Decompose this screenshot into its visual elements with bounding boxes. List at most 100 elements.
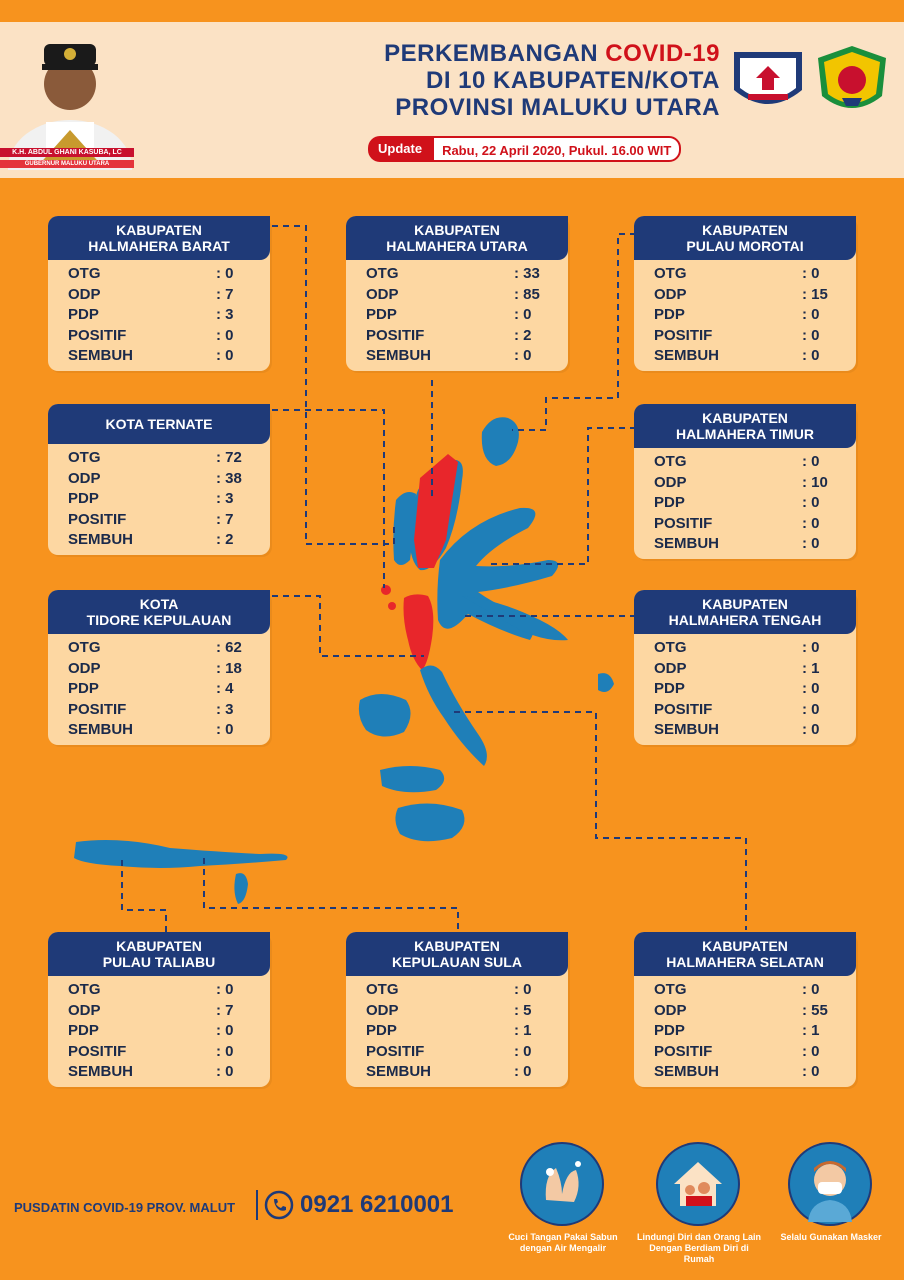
stat-label: SEMBUH bbox=[68, 1063, 134, 1080]
region-card-header: KABUPATEN PULAU TALIABU bbox=[48, 932, 270, 976]
stat-value: : 4 bbox=[216, 680, 234, 697]
handwash-icon bbox=[520, 1142, 604, 1226]
stat-row-otg: OTG: 0 bbox=[654, 264, 842, 285]
header-top-strip bbox=[0, 0, 904, 22]
stat-label: SEMBUH bbox=[68, 347, 134, 364]
stat-row-otg: OTG : 72 bbox=[68, 448, 256, 469]
stat-value: : 0 bbox=[802, 1063, 820, 1080]
stat-value: : 0 bbox=[802, 306, 820, 323]
stat-label: POSITIF bbox=[68, 326, 127, 344]
region-name-line2: HALMAHERA TIMUR bbox=[676, 426, 814, 442]
stat-row-odp: ODP : 5 bbox=[366, 1001, 554, 1022]
region-name-line1: KABUPATEN bbox=[116, 938, 202, 954]
stat-value: : 0 bbox=[802, 514, 820, 532]
stat-value: : 33 bbox=[514, 265, 540, 282]
governor-title: GUBERNUR MALUKU UTARA bbox=[0, 160, 134, 168]
tip-caption: Lindungi Diri dan Orang Lain Dengan Berd… bbox=[637, 1232, 761, 1264]
stat-label: OTG bbox=[68, 449, 101, 466]
region-card-pulau-morotai: KABUPATEN PULAU MOROTAI OTG: 0 ODP: 15 PD… bbox=[634, 216, 856, 371]
region-card-header: KOTA TERNATE bbox=[48, 404, 270, 444]
stat-label: POSITIF bbox=[366, 326, 425, 344]
stat-value: : 15 bbox=[802, 285, 828, 303]
region-card-halmahera-timur: KABUPATEN HALMAHERA TIMUR OTG: 0 ODP: 10 … bbox=[634, 404, 856, 559]
stat-label: OTG bbox=[654, 981, 687, 998]
stat-row-positif: POSITIF: 7 bbox=[68, 510, 256, 531]
stat-value: : 18 bbox=[216, 659, 242, 677]
stat-label: POSITIF bbox=[68, 510, 127, 528]
stat-label: OTG bbox=[68, 639, 101, 656]
stat-label: ODP bbox=[654, 473, 687, 491]
ternate-island-highlight bbox=[381, 585, 391, 595]
stat-row-sembuh: SEMBUH: 0 bbox=[366, 346, 554, 367]
stat-value: : 1 bbox=[514, 1022, 532, 1039]
gugus-tugas-logo-icon bbox=[734, 52, 802, 104]
mask-icon bbox=[788, 1142, 872, 1226]
stat-row-positif: POSITIF: 0 bbox=[366, 1042, 554, 1063]
stat-label: OTG bbox=[654, 639, 687, 656]
stat-row-pdp: PDP: 3 bbox=[68, 489, 256, 510]
stat-value: : 2 bbox=[514, 326, 532, 344]
region-card-header: KABUPATEN HALMAHERA SELATAN bbox=[634, 932, 856, 976]
region-name-line1: KOTA bbox=[139, 596, 179, 612]
update-label: Update bbox=[368, 136, 433, 162]
stat-value: : 0 bbox=[802, 680, 820, 697]
stat-label: ODP bbox=[366, 1001, 399, 1019]
stat-value: : 5 bbox=[514, 1001, 532, 1019]
stat-label: SEMBUH bbox=[654, 1063, 720, 1080]
stat-label: POSITIF bbox=[654, 326, 713, 344]
stat-row-positif: POSITIF: 3 bbox=[68, 700, 256, 721]
stat-row-odp: ODP: 10 bbox=[654, 473, 842, 494]
stat-value: : 0 bbox=[514, 347, 532, 364]
stat-label: PDP bbox=[68, 306, 99, 323]
stat-label: PDP bbox=[366, 1022, 397, 1039]
stat-value: : 7 bbox=[216, 1001, 234, 1019]
region-card-header: KOTA TIDORE KEPULAUAN bbox=[48, 590, 270, 634]
stat-label: OTG bbox=[366, 981, 399, 998]
region-name-line1: KOTA TERNATE bbox=[105, 416, 213, 432]
halmahera-utara-highlight bbox=[414, 454, 458, 568]
stat-value: : 85 bbox=[514, 285, 540, 303]
divider bbox=[256, 1190, 258, 1220]
region-card-halmahera-tengah: KABUPATEN HALMAHERA TENGAH OTG: 0 ODP: 1 … bbox=[634, 590, 856, 745]
region-name-line1: KABUPATEN bbox=[414, 222, 500, 238]
stat-value: : 0 bbox=[514, 981, 532, 998]
stat-row-positif: POSITIF: 0 bbox=[654, 326, 842, 347]
stat-label: POSITIF bbox=[68, 1042, 127, 1060]
region-card-kota-ternate: KOTA TERNATE OTG: 72 ODP: 38 PDP: 3 POSI… bbox=[48, 404, 270, 555]
stat-row-sembuh: SEMBUH : 0 bbox=[654, 1062, 842, 1083]
stat-value: : 0 bbox=[802, 721, 820, 738]
stat-label: SEMBUH bbox=[654, 721, 720, 738]
stat-row-pdp: PDP: 0 bbox=[654, 493, 842, 514]
stat-label: OTG bbox=[68, 265, 101, 282]
region-name-line1: KABUPATEN bbox=[702, 410, 788, 426]
region-name-line1: KABUPATEN bbox=[414, 938, 500, 954]
stat-value: : 0 bbox=[216, 265, 234, 282]
stat-value: : 0 bbox=[802, 535, 820, 552]
stat-value: : 0 bbox=[802, 1042, 820, 1060]
stat-label: POSITIF bbox=[654, 1042, 713, 1060]
stat-value: : 0 bbox=[802, 639, 820, 656]
stat-label: PDP bbox=[68, 1022, 99, 1039]
region-card-halmahera-barat: KABUPATEN HALMAHERA BARAT OTG: 0 ODP: 7 P… bbox=[48, 216, 270, 371]
stat-row-positif: POSITIF : 0 bbox=[654, 1042, 842, 1063]
stat-row-odp: ODP : 15 bbox=[654, 285, 842, 306]
region-card-tidore-kepulauan: KOTA TIDORE KEPULAUAN OTG: 62 ODP: 18 PDP… bbox=[48, 590, 270, 745]
region-name-line1: KABUPATEN bbox=[702, 596, 788, 612]
region-card-header: KABUPATEN KEPULAUAN SULA bbox=[346, 932, 568, 976]
stat-row-odp: ODP: 55 bbox=[654, 1001, 842, 1022]
stat-label: POSITIF bbox=[366, 1042, 425, 1060]
tip-caption: Selalu Gunakan Masker bbox=[780, 1232, 882, 1242]
stat-label: PDP bbox=[366, 306, 397, 323]
stat-value: : 0 bbox=[216, 721, 234, 738]
stat-row-odp: ODP: 1 bbox=[654, 659, 842, 680]
stat-value: : 0 bbox=[802, 265, 820, 282]
region-card-header: KABUPATEN HALMAHERA TIMUR bbox=[634, 404, 856, 448]
update-badge: Update Rabu, 22 April 2020, Pukul. 16.00… bbox=[368, 136, 682, 162]
stat-value: : 3 bbox=[216, 700, 234, 718]
stat-value: : 72 bbox=[216, 449, 242, 466]
stat-label: ODP bbox=[654, 285, 687, 303]
region-card-pulau-taliabu: KABUPATEN PULAU TALIABU OTG: 0 ODP: 7 PDP… bbox=[48, 932, 270, 1087]
halmahera-barat-highlight bbox=[403, 594, 434, 670]
stat-label: OTG bbox=[654, 453, 687, 470]
